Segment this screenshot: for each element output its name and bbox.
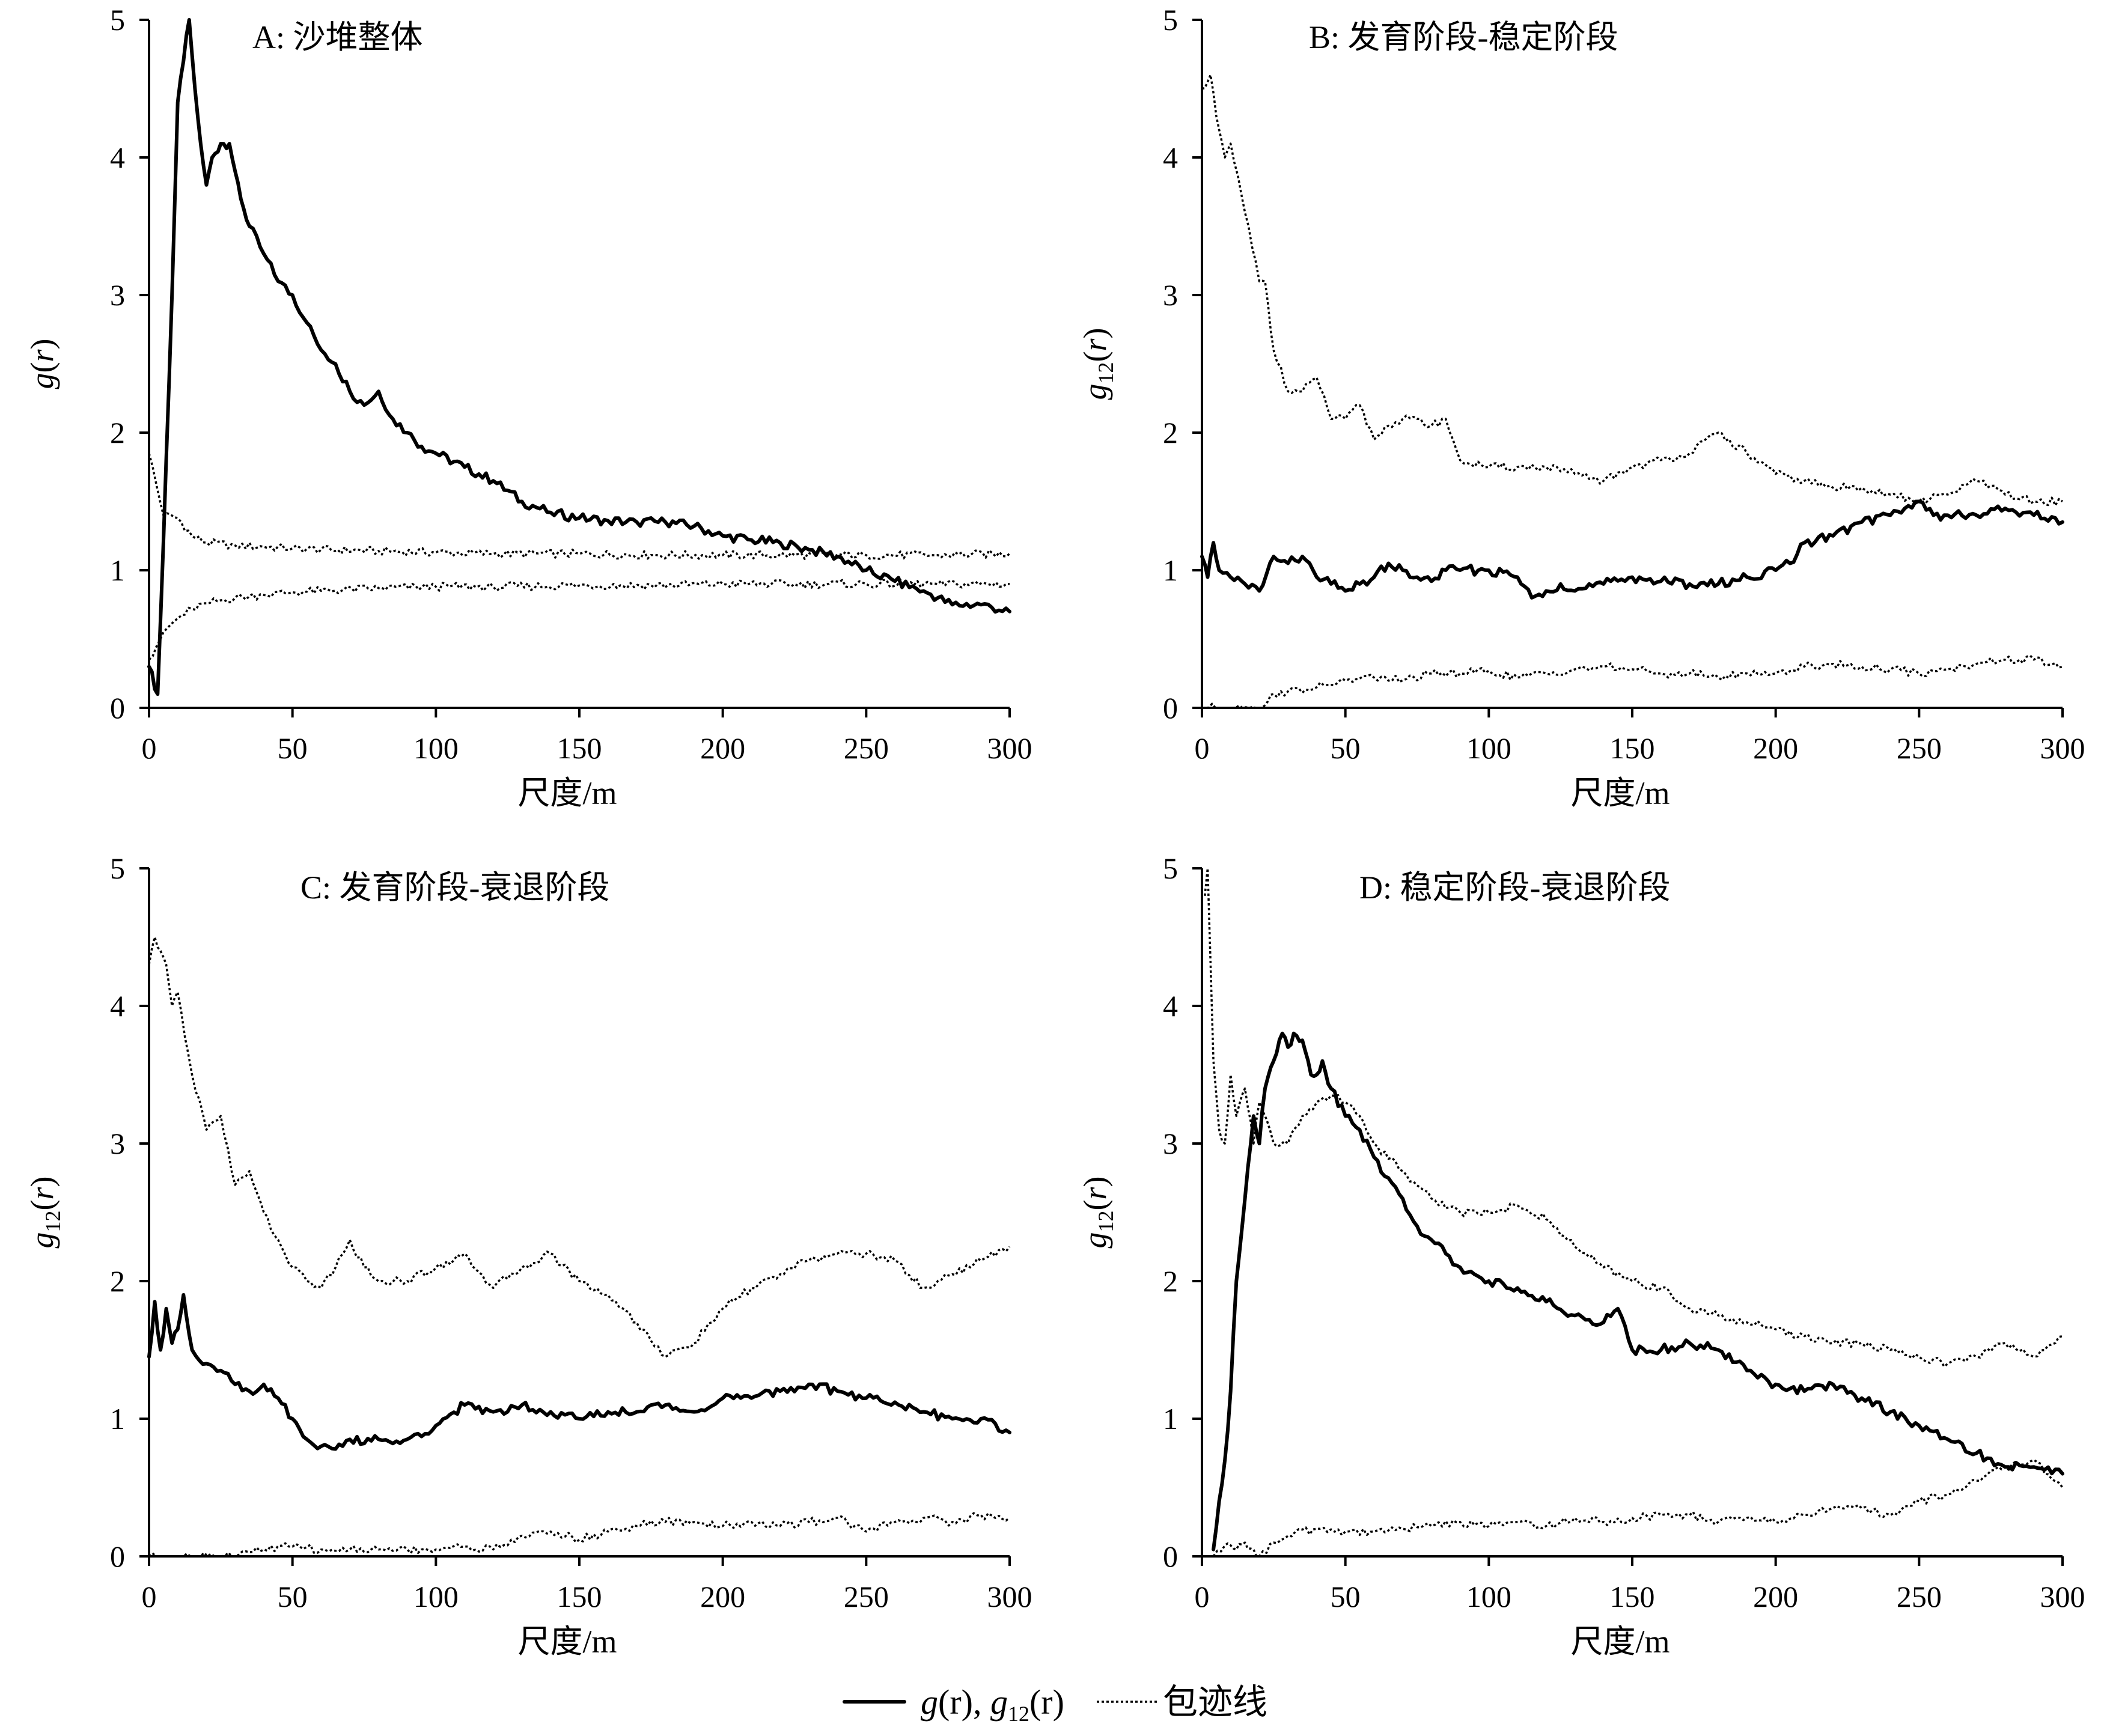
x-tick-label: 150 — [1610, 1580, 1655, 1613]
y-tick-label: 5 — [1163, 851, 1178, 885]
x-tick-label: 50 — [278, 731, 308, 765]
series-envelope-upper — [1201, 73, 2063, 507]
series-g-curve — [1212, 1031, 2064, 1552]
x-tick-label: 300 — [987, 731, 1032, 765]
y-tick-label: 0 — [1163, 691, 1178, 725]
series-envelope-upper — [148, 452, 1011, 561]
y-axis-title: g12(r) — [1077, 328, 1118, 400]
x-tick-label: 250 — [1897, 1580, 1942, 1613]
y-tick-label: 0 — [1163, 1540, 1178, 1573]
y-tick-label: 2 — [1163, 1264, 1178, 1298]
x-tick-label: 50 — [1331, 1580, 1361, 1613]
panel-title: D: 稳定阶段-衰退阶段 — [1359, 870, 1670, 906]
x-tick-label: 0 — [1195, 731, 1210, 765]
y-tick-label: 0 — [110, 1540, 125, 1573]
series-g-curve — [147, 1293, 1011, 1451]
x-axis-title: 尺度/m — [1570, 1624, 1669, 1660]
legend-solid-label: g(r), g12(r) — [921, 1683, 1064, 1726]
panel-title: C: 发育阶段-衰退阶段 — [300, 870, 610, 906]
y-tick-label: 4 — [110, 141, 125, 174]
y-tick-label: 4 — [1163, 141, 1178, 174]
y-tick-label: 4 — [110, 989, 125, 1023]
x-tick-label: 100 — [413, 731, 459, 765]
y-tick-label: 2 — [110, 416, 125, 449]
y-tick-label: 5 — [110, 3, 125, 37]
series-envelope-lower — [148, 579, 1010, 661]
x-tick-label: 300 — [2040, 731, 2085, 765]
x-tick-label: 100 — [1466, 731, 1511, 765]
x-axis-title: 尺度/m — [517, 1624, 617, 1660]
legend-dotted-label: 包迹线 — [1163, 1683, 1267, 1722]
x-tick-label: 200 — [700, 1580, 745, 1613]
x-tick-label: 150 — [1610, 731, 1655, 765]
x-tick-label: 250 — [844, 1580, 889, 1613]
y-tick-label: 1 — [110, 1402, 125, 1436]
y-axis-title: g12(r) — [24, 1177, 65, 1249]
y-tick-label: 5 — [110, 851, 125, 885]
series-envelope-lower — [1202, 654, 2063, 709]
x-tick-label: 300 — [987, 1580, 1032, 1613]
x-tick-label: 200 — [1753, 1580, 1798, 1613]
x-tick-label: 150 — [557, 731, 602, 765]
x-tick-label: 250 — [1897, 731, 1942, 765]
y-tick-label: 1 — [1163, 553, 1178, 587]
x-tick-label: 300 — [2040, 1580, 2085, 1613]
x-tick-label: 200 — [1753, 731, 1798, 765]
y-tick-label: 2 — [110, 1264, 125, 1298]
y-axis-title: g12(r) — [1077, 1177, 1118, 1249]
panel-title: B: 发育阶段-稳定阶段 — [1309, 19, 1618, 55]
series-g-curve — [147, 18, 1011, 696]
series-envelope-lower — [148, 1512, 1011, 1558]
series-g-curve — [1200, 499, 2064, 600]
y-tick-label: 1 — [1163, 1402, 1178, 1436]
legend: g(r), g12(r) 包迹线 — [843, 1683, 1267, 1726]
series-envelope-lower — [1212, 1458, 2064, 1558]
x-tick-label: 200 — [700, 731, 745, 765]
panel-title: A: 沙堆整体 — [252, 19, 423, 55]
x-tick-label: 100 — [1466, 1580, 1511, 1613]
x-axis-title: 尺度/m — [1570, 775, 1669, 811]
x-tick-label: 250 — [844, 731, 889, 765]
x-tick-label: 50 — [278, 1580, 308, 1613]
y-tick-label: 3 — [110, 1127, 125, 1160]
y-tick-label: 5 — [1163, 3, 1178, 37]
series-envelope-upper — [1204, 867, 2063, 1368]
y-tick-label: 1 — [110, 553, 125, 587]
x-tick-label: 150 — [557, 1580, 602, 1613]
x-tick-label: 100 — [413, 1580, 459, 1613]
y-tick-label: 3 — [110, 278, 125, 312]
series-envelope-upper — [148, 936, 1011, 1358]
x-tick-label: 0 — [142, 731, 157, 765]
y-tick-label: 0 — [110, 691, 125, 725]
x-tick-label: 0 — [142, 1580, 157, 1613]
y-tick-label: 4 — [1163, 989, 1178, 1023]
x-tick-label: 0 — [1195, 1580, 1210, 1613]
y-tick-label: 3 — [1163, 1127, 1178, 1160]
y-tick-label: 2 — [1163, 416, 1178, 449]
y-axis-title: g(r) — [24, 339, 60, 389]
x-tick-label: 50 — [1331, 731, 1361, 765]
y-tick-label: 3 — [1163, 278, 1178, 312]
x-axis-title: 尺度/m — [517, 775, 617, 811]
